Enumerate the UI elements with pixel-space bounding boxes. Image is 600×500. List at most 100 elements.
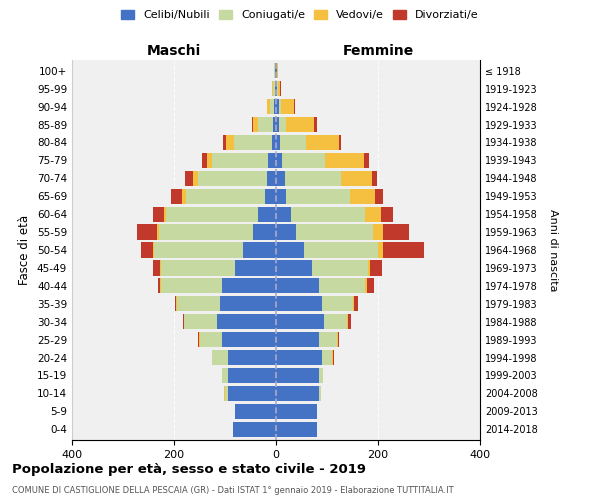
Bar: [383, 242, 424, 258]
Bar: [137, 224, 157, 240]
Bar: [258, 206, 276, 222]
Text: COMUNE DI CASTIGLIONE DELLA PESCAIA (GR) - Dati ISTAT 1° gennaio 2019 - Elaboraz: COMUNE DI CASTIGLIONE DELLA PESCAIA (GR)…: [12, 486, 454, 495]
Bar: [322, 296, 353, 312]
Bar: [166, 206, 258, 222]
Bar: [365, 278, 367, 293]
Bar: [276, 81, 277, 96]
Text: Popolazione per età, sesso e stato civile - 2019: Popolazione per età, sesso e stato civil…: [12, 462, 366, 475]
Bar: [276, 260, 312, 276]
Bar: [276, 422, 317, 437]
Bar: [276, 278, 319, 293]
Bar: [271, 99, 274, 114]
Bar: [370, 260, 382, 276]
Bar: [314, 117, 317, 132]
Bar: [276, 386, 319, 401]
Bar: [281, 99, 294, 114]
Bar: [304, 242, 378, 258]
Bar: [276, 404, 317, 419]
Bar: [223, 368, 227, 383]
Bar: [368, 260, 370, 276]
Bar: [319, 332, 337, 347]
Bar: [217, 314, 276, 330]
Bar: [276, 63, 277, 78]
Bar: [276, 314, 325, 330]
Bar: [160, 278, 161, 293]
Bar: [152, 260, 160, 276]
Bar: [160, 260, 161, 276]
Bar: [227, 350, 276, 365]
Bar: [223, 332, 276, 347]
Bar: [164, 206, 166, 222]
Bar: [294, 99, 295, 114]
Bar: [158, 224, 253, 240]
Bar: [276, 350, 322, 365]
Bar: [305, 135, 339, 150]
Bar: [202, 153, 207, 168]
Bar: [339, 135, 341, 150]
Bar: [276, 153, 282, 168]
Bar: [276, 170, 285, 186]
Bar: [227, 386, 276, 401]
Bar: [373, 224, 383, 240]
Bar: [225, 386, 227, 401]
Bar: [347, 314, 349, 330]
Bar: [275, 63, 276, 78]
Bar: [367, 278, 374, 293]
Bar: [276, 332, 319, 347]
Bar: [212, 350, 227, 365]
Bar: [282, 153, 325, 168]
Bar: [161, 278, 223, 293]
Bar: [268, 99, 271, 114]
Bar: [258, 117, 274, 132]
Bar: [319, 368, 323, 383]
Bar: [272, 135, 276, 150]
Bar: [276, 135, 280, 150]
Bar: [296, 224, 373, 240]
Bar: [376, 188, 383, 204]
Bar: [223, 278, 276, 293]
Bar: [158, 278, 160, 293]
Bar: [185, 170, 193, 186]
Bar: [235, 260, 276, 276]
Bar: [233, 422, 276, 437]
Bar: [325, 314, 347, 330]
Bar: [226, 135, 233, 150]
Bar: [325, 153, 364, 168]
Bar: [278, 99, 281, 114]
Bar: [276, 117, 278, 132]
Bar: [172, 188, 182, 204]
Bar: [292, 206, 365, 222]
Bar: [142, 242, 152, 258]
Text: Maschi: Maschi: [147, 44, 201, 58]
Bar: [176, 296, 220, 312]
Bar: [243, 242, 276, 258]
Bar: [364, 153, 369, 168]
Bar: [253, 224, 276, 240]
Bar: [274, 117, 276, 132]
Bar: [152, 242, 154, 258]
Bar: [186, 188, 265, 204]
Bar: [341, 170, 372, 186]
Bar: [319, 386, 322, 401]
Bar: [280, 135, 305, 150]
Bar: [220, 296, 276, 312]
Bar: [275, 81, 276, 96]
Bar: [276, 368, 319, 383]
Bar: [332, 350, 334, 365]
Bar: [207, 153, 212, 168]
Y-axis label: Fasce di età: Fasce di età: [19, 215, 31, 285]
Bar: [278, 117, 286, 132]
Bar: [285, 170, 341, 186]
Bar: [280, 81, 281, 96]
Bar: [383, 224, 409, 240]
Bar: [157, 224, 158, 240]
Text: Femmine: Femmine: [343, 44, 413, 58]
Bar: [319, 278, 365, 293]
Bar: [378, 242, 383, 258]
Bar: [286, 117, 314, 132]
Bar: [184, 314, 217, 330]
Bar: [268, 153, 276, 168]
Bar: [199, 332, 223, 347]
Bar: [350, 188, 376, 204]
Bar: [286, 188, 350, 204]
